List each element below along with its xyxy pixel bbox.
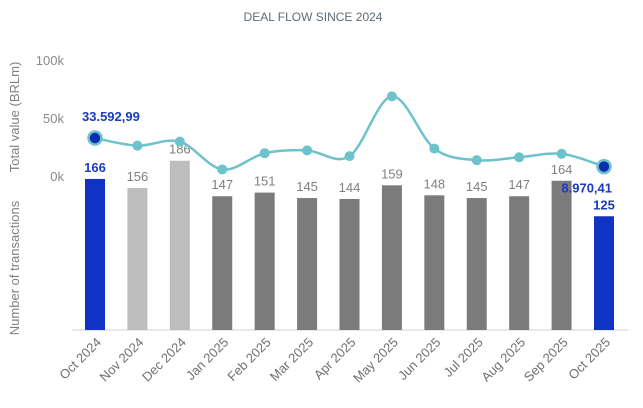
bar-value-label: 147 [211,177,233,192]
bar-series [85,160,614,330]
bar-dec-2024 [169,160,190,330]
bar-sep-2025 [551,180,572,330]
x-axis-label: Sep 2025 [521,335,571,385]
bar-y-axis-label: Number of transactions [7,200,22,335]
line-point [556,148,567,159]
chart-title: DEAL FLOW SINCE 2024 [244,10,383,24]
bar-oct-2025 [594,216,614,330]
line-point [302,145,313,156]
line-point [471,155,482,166]
x-axis-label: Aug 2025 [478,335,528,385]
bar-mar-2025 [297,198,318,330]
line-y-ticks: 0k 50k 100k [36,53,65,184]
x-axis-label: Dec 2024 [139,335,189,385]
line-point-highlight [87,130,103,146]
x-axis-label: Oct 2025 [565,335,613,383]
line-point [174,136,185,147]
line-point-label: 8.970,41 [561,181,612,196]
bar-value-label: 145 [296,179,318,194]
bar-feb-2025 [254,192,275,330]
y-tick-label: 50k [43,111,64,126]
bar-value-label: 164 [551,162,573,177]
bar-oct-2024 [85,178,105,330]
x-axis-label: Nov 2024 [97,335,147,385]
line-point-highlight [596,158,612,175]
x-axis-label: Jan 2025 [183,335,231,383]
bar-value-label: 144 [339,180,361,195]
x-axis-label: Feb 2025 [224,335,273,384]
line-point-labels: 33.592,99 8.970,41 [82,109,612,196]
bar-nov-2024 [127,188,148,330]
bar-value-label: 145 [466,179,488,194]
bar-apr-2025 [339,198,360,330]
line-point [132,140,143,151]
bar-value-label: 156 [127,169,149,184]
line-point-label: 33.592,99 [82,109,140,124]
line-point [386,91,397,102]
bar-jun-2025 [424,195,445,330]
bar-value-label: 159 [381,166,403,181]
bar-value-label: 166 [84,160,106,175]
bar-jul-2025 [466,198,487,330]
line-points [87,91,612,175]
line-point [429,143,440,154]
x-axis-label: May 2025 [350,335,401,386]
bar-value-label: 151 [254,174,276,189]
line-point [259,148,270,159]
line-point [344,151,355,162]
y-tick-label: 0k [50,169,64,184]
x-axis-label: Mar 2025 [267,335,316,384]
bar-aug-2025 [509,196,530,330]
y-tick-label: 100k [36,53,65,68]
bar-value-label: 125 [593,197,615,212]
bar-may-2025 [381,185,402,330]
bar-value-label: 147 [508,177,530,192]
x-axis-label: Jun 2025 [395,335,443,383]
bar-value-label: 148 [423,176,445,191]
line-point [514,152,525,163]
line-y-axis-label: Total value (BRLm) [7,62,22,173]
bar-jan-2025 [212,196,233,330]
line-point [217,164,228,175]
